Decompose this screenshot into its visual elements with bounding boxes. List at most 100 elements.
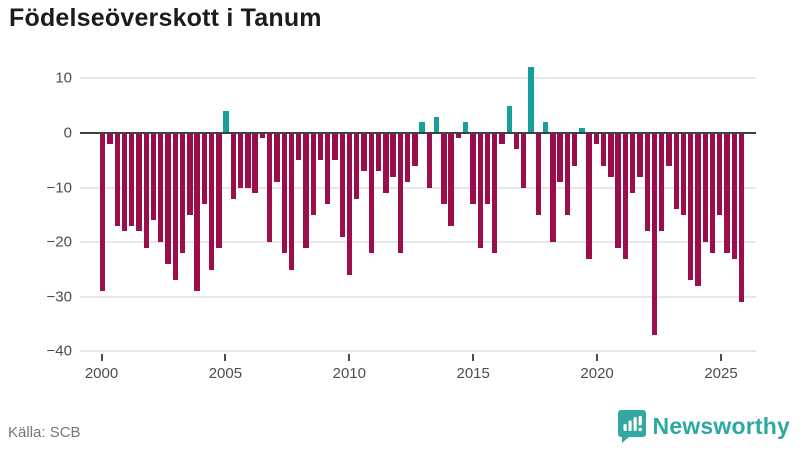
bar	[274, 133, 280, 183]
bar	[709, 133, 716, 254]
bar	[571, 133, 578, 166]
bar	[528, 67, 534, 133]
gridline	[80, 77, 756, 80]
newsworthy-badge-icon	[617, 410, 646, 443]
x-axis-tick	[224, 354, 227, 361]
bar	[310, 133, 316, 215]
bar	[165, 133, 171, 265]
bar	[651, 133, 658, 336]
x-axis-tick-label: 2020	[580, 365, 614, 382]
bar	[738, 133, 745, 303]
bar	[695, 133, 701, 286]
bar	[187, 133, 193, 215]
bar	[542, 122, 549, 133]
bar	[441, 133, 447, 204]
bar	[484, 133, 491, 204]
bar	[433, 116, 440, 133]
bar	[622, 133, 629, 259]
bar	[296, 133, 302, 161]
bar	[259, 133, 266, 139]
bar	[208, 133, 215, 270]
bar	[150, 133, 157, 221]
bar	[288, 133, 295, 270]
bar	[303, 133, 309, 248]
zero-line	[80, 132, 756, 134]
y-axis-tick-label: 0	[63, 124, 72, 142]
bar	[252, 133, 258, 194]
bar	[666, 133, 672, 166]
bar	[404, 133, 411, 183]
bar	[136, 133, 142, 232]
newsworthy-wordmark: Newsworthy	[652, 413, 790, 439]
x-axis-tick	[596, 354, 599, 361]
bar	[586, 133, 592, 259]
gridline	[80, 350, 756, 353]
bar	[673, 133, 679, 210]
bar	[535, 133, 541, 215]
plot-area: 10 0 −10 −20 −30 −40 2000 2005 2010 2015 2020 2025	[47, 67, 756, 403]
gridline	[80, 186, 756, 189]
x-axis-tick	[720, 354, 722, 361]
bar	[266, 133, 273, 243]
bar	[121, 133, 128, 232]
bar	[172, 133, 178, 281]
bar	[129, 133, 135, 226]
bar	[564, 133, 571, 215]
bar	[455, 133, 462, 139]
y-axis-tick-label: −20	[46, 233, 72, 251]
bar	[637, 133, 643, 177]
x-axis-tick-label: 2025	[704, 365, 738, 382]
bar	[216, 133, 222, 248]
x-axis-tick-label: 2000	[84, 365, 119, 382]
bar	[397, 133, 404, 254]
bar	[354, 133, 360, 199]
bar	[412, 133, 418, 166]
bar	[629, 133, 636, 194]
bar	[426, 133, 433, 188]
bar	[550, 133, 556, 243]
bar	[194, 133, 200, 292]
bar	[361, 133, 367, 172]
x-axis-tick-label: 2010	[332, 365, 366, 382]
bar	[339, 133, 345, 237]
bar	[506, 105, 512, 133]
bar	[237, 133, 244, 188]
bar	[579, 127, 585, 133]
bar	[600, 133, 607, 166]
x-axis-tick	[348, 354, 351, 361]
bar	[419, 122, 425, 133]
gridline	[80, 295, 756, 298]
chart-title: Födelseöverskott i Tanum	[9, 4, 322, 32]
source-label: Källa: SCB	[8, 424, 81, 441]
bar	[114, 133, 120, 226]
bar	[499, 133, 505, 144]
bar	[593, 133, 600, 144]
bar	[368, 133, 374, 254]
bar	[107, 133, 113, 144]
bar	[463, 122, 469, 133]
newsworthy-logo: Newsworthy	[617, 410, 790, 443]
bar	[470, 133, 476, 204]
bar	[201, 133, 208, 204]
bar	[448, 133, 454, 226]
bar	[245, 133, 251, 188]
bar	[317, 133, 324, 161]
bar	[179, 133, 186, 254]
bar	[557, 133, 563, 183]
x-axis-tick-label: 2015	[456, 365, 490, 382]
bar	[680, 133, 687, 215]
bar	[143, 133, 149, 248]
bar	[223, 111, 229, 133]
bar	[615, 133, 621, 248]
y-axis-tick-label: −30	[46, 288, 72, 306]
x-axis-tick	[472, 354, 475, 361]
bar	[492, 133, 498, 254]
bar	[383, 133, 389, 194]
bar	[702, 133, 708, 243]
y-axis-tick-label: −40	[46, 342, 72, 360]
bar	[100, 133, 106, 292]
bar	[281, 133, 287, 254]
bar	[731, 133, 737, 259]
bar	[513, 133, 520, 150]
y-axis-tick-label: 10	[55, 69, 72, 87]
